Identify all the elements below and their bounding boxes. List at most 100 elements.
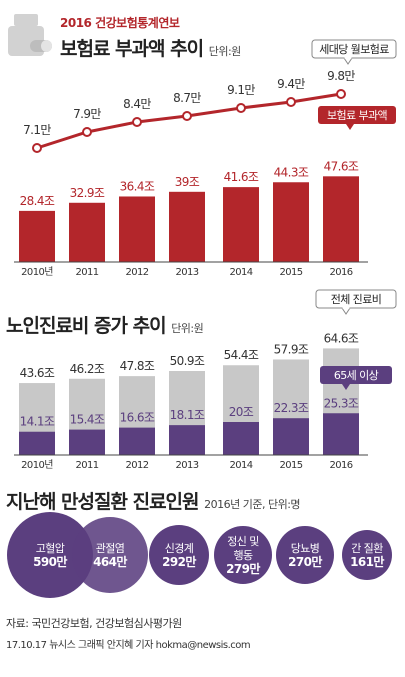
chart2-callout-senior-text: 65세 이상 — [334, 369, 379, 382]
chart1-tick-label: 2010년 — [21, 266, 53, 278]
chart1-line-label: 9.8만 — [327, 69, 355, 83]
chart3-bubble — [72, 517, 148, 593]
chart2-senior-label: 25.3조 — [324, 396, 359, 410]
chart3-title-text: 지난해 만성질환 진료인원 — [6, 491, 200, 513]
chart3-bubble — [276, 526, 334, 584]
chart3-bubble-name: 행동 — [233, 549, 253, 562]
chart1-bar — [223, 187, 259, 262]
chart1-tick-label: 2011 — [75, 267, 98, 278]
chart1-line-label: 7.1만 — [23, 123, 51, 137]
chart3-unit: 2016년 기준, 단위:명 — [204, 498, 301, 511]
chart1-callout-bar-box — [318, 106, 396, 124]
chart1-bar-label: 44.3조 — [274, 165, 309, 179]
chart2-total-label: 47.8조 — [120, 359, 155, 373]
chart1-callout-bar-text: 보험료 부과액 — [327, 109, 387, 122]
chart2-senior-label: 14.1조 — [20, 415, 55, 429]
chart2-tick-label: 2012 — [125, 460, 148, 471]
chart2-tick-label: 2011 — [75, 460, 98, 471]
chart2-title-text: 노인진료비 증가 추이 — [6, 315, 167, 337]
header-subtitle: 2016 건강보험통계연보 — [60, 16, 180, 30]
medicine-icon — [8, 14, 52, 56]
chart2-tick-label: 2013 — [175, 460, 198, 471]
chart1-bar — [323, 176, 359, 262]
chart2-total-label: 57.9조 — [274, 342, 309, 356]
chart1-line-point — [336, 89, 346, 99]
chart2: 43.6조 46.2조 47.8조 50.9조 54.4조 57.9조 64.6조 14.1조… — [14, 289, 397, 471]
chart1-title-text: 보험료 부과액 추이 — [60, 38, 204, 60]
chart1-line-point — [236, 103, 246, 113]
chart3-title: 지난해 만성질환 진료인원 2016년 기준, 단위:명 — [6, 487, 301, 514]
chart3-bubble — [149, 525, 209, 585]
chart3-bubble-name: 고혈압 — [36, 541, 65, 555]
chart2-callout-total-tail — [341, 307, 351, 315]
chart3-bubble-name: 신경계 — [165, 542, 194, 555]
chart1-unit: 단위:원 — [208, 45, 242, 58]
chart1-bar-label: 39조 — [175, 175, 200, 189]
chart1-line-label: 9.4만 — [277, 77, 305, 91]
chart1-bar-label: 41.6조 — [224, 170, 259, 184]
chart2-callout-senior-group: 65세 이상 — [320, 366, 392, 390]
chart1-tick-label: 2015 — [279, 267, 302, 278]
chart2-senior-label: 15.4조 — [70, 413, 105, 427]
chart1-line-point — [182, 111, 192, 121]
chart2-callout-total-text: 전체 진료비 — [331, 293, 382, 306]
chart3-bubble-value: 292만 — [162, 554, 196, 569]
credit-text: 17.10.17 뉴시스 그래픽 안지혜 기자 hokma@newsis.com — [6, 640, 251, 651]
chart1-bar-label: 32.9조 — [70, 186, 105, 200]
chart1-line-point — [32, 143, 42, 153]
chart3-bubble-value: 270만 — [288, 554, 322, 569]
chart1-bar — [169, 191, 205, 262]
chart1-line-point — [132, 117, 142, 127]
chart1-line-point — [286, 97, 296, 107]
chart3-bubble-value: 590만 — [33, 554, 67, 569]
chart1-tick-label: 2014 — [229, 267, 252, 278]
chart2-senior-bar — [69, 429, 105, 455]
chart1-tick-label: 2013 — [175, 267, 198, 278]
chart2-callout-total-group: 전체 진료비 — [315, 289, 397, 315]
chart3-bubble-name: 정신 및 — [227, 535, 259, 548]
chart2-senior-bar — [273, 418, 309, 455]
chart1-callout-bar-tail — [346, 124, 354, 130]
chart2-tick-label: 2015 — [279, 460, 302, 471]
chart2-senior-bar — [169, 425, 205, 455]
chart1-tick-label: 2016 — [329, 267, 352, 278]
chart2-tick-label: 2016 — [329, 460, 352, 471]
chart1-bar — [119, 196, 155, 262]
chart1-bar-label: 36.4조 — [120, 179, 155, 193]
chart2-total-label: 50.9조 — [170, 354, 205, 368]
chart1-line-label: 8.4만 — [123, 97, 151, 111]
chart1: 28.4조 32.9조 36.4조 39조 41.6조 44.3조 47.6조 2010년 20… — [14, 39, 397, 278]
chart2-tick-label: 2014 — [229, 460, 252, 471]
chart3-bubble-value: 279만 — [226, 561, 260, 576]
chart1-tick-label: 2012 — [125, 267, 148, 278]
chart2-callout-senior-box — [320, 366, 392, 384]
chart1-line-label: 8.7만 — [173, 91, 201, 105]
chart3-bubble-value: 464만 — [93, 554, 127, 569]
chart1-bar-label: 47.6조 — [324, 159, 359, 173]
chart1-callout-line-group: 세대당 월보험료 — [311, 39, 397, 65]
chart2-tick-label: 2010년 — [21, 459, 53, 471]
chart3-bubble — [342, 530, 392, 580]
chart2-callout-total-box — [315, 289, 397, 309]
chart1-line-point — [82, 127, 92, 137]
chart1-callout-line-tail — [343, 57, 353, 65]
source-text: 자료: 국민건강보험, 건강보험심사평가원 — [6, 617, 182, 630]
chart1-callout-bar-group: 보험료 부과액 — [318, 106, 396, 130]
chart3-bubble-name: 당뇨병 — [291, 542, 320, 555]
chart2-total-label: 46.2조 — [70, 362, 105, 376]
chart2-senior-label: 16.6조 — [120, 411, 155, 425]
chart1-line-label: 7.9만 — [73, 107, 101, 121]
chart2-senior-label: 20조 — [229, 405, 254, 419]
chart2-title: 노인진료비 증가 추이 단위:원 — [6, 311, 204, 338]
chart1-bar — [69, 202, 105, 262]
chart3-bubble-name: 간 질환 — [351, 542, 383, 555]
chart1-title: 보험료 부과액 추이 단위:원 — [60, 34, 241, 61]
chart1-bar — [19, 210, 55, 262]
chart2-senior-bar — [223, 422, 259, 455]
chart2-senior-bar — [119, 427, 155, 455]
chart2-total-label: 64.6조 — [324, 331, 359, 345]
chart1-bar — [273, 182, 309, 262]
chart2-senior-label: 22.3조 — [274, 401, 309, 415]
chart1-line-label: 9.1만 — [227, 83, 255, 97]
